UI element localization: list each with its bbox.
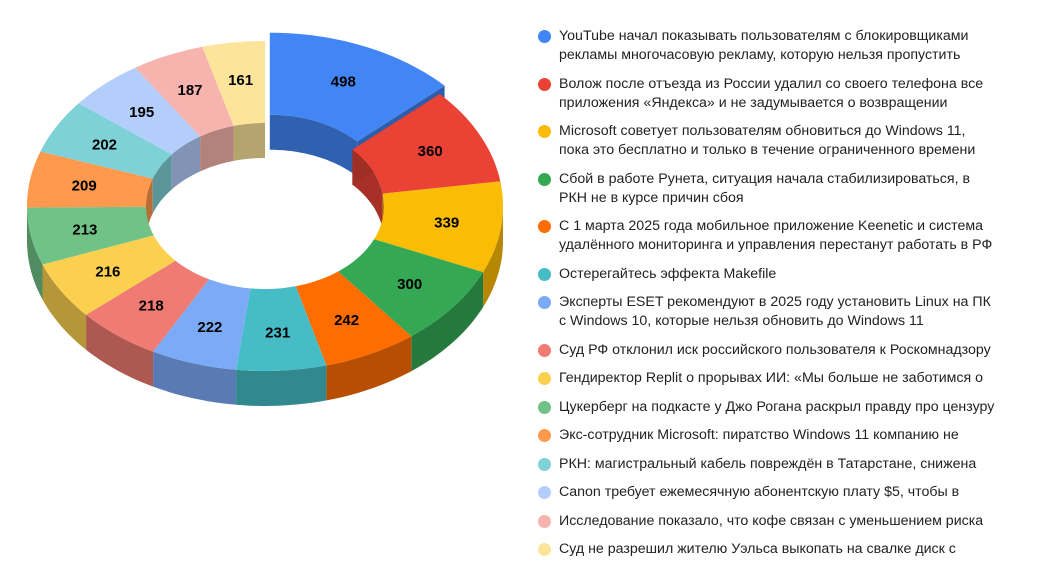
legend-label: Суд РФ отклонил иск российского пользова… [559,341,991,358]
legend-dot-icon [538,486,551,499]
legend-item[interactable]: Цукерберг на подкасте у Джо Рогана раскр… [537,398,1047,417]
legend-label: Эксперты ESET рекомендуют в 2025 году ус… [559,294,991,329]
donut-chart-svg: 498 360 339 300 242 231 222 218 216 213 209 202 195 1… [27,32,503,406]
legend-dot-icon [538,296,551,309]
legend-item[interactable]: Эксперты ESET рекомендуют в 2025 году ус… [537,293,1047,331]
legend-label: Исследование показало, что кофе связан с… [559,512,984,529]
legend-dot-icon [538,172,551,186]
slice-value-label: 195 [129,104,154,121]
legend-item[interactable]: YouTube начал показывать пользователям с… [537,27,1047,65]
inner-wall [152,154,172,214]
slice-value-label: 202 [92,137,117,154]
legend-label: Остерегайтесь эффекта Makefile [559,265,777,282]
legend-dot-icon [538,514,551,528]
outer-wall [42,264,87,350]
slice-value-label: 300 [397,276,422,293]
legend-item[interactable]: Экс-сотрудник Microsoft: пиратство Windo… [537,426,1047,445]
legend-item[interactable]: Canon требует ежемесячную абонентскую пл… [537,483,1047,502]
slice-value-label: 218 [139,298,164,315]
outer-wall [326,336,412,401]
slice-top [27,206,154,265]
legend-item[interactable]: Исследование показало, что кофе связан с… [537,512,1047,531]
slice-top [86,260,209,352]
legend-item[interactable]: Сбой в работе Рунета, ситуация начала ст… [537,170,1047,208]
slice-value-label: 187 [177,82,202,99]
slice-top [135,46,234,137]
slice-top [236,286,327,371]
slice-top [78,67,201,155]
slice-top [202,41,265,126]
slice-value-label: 242 [334,312,359,329]
legend-label: Canon требует ежемесячную абонентскую пл… [559,484,960,500]
slice-top [374,181,503,273]
legend-dot-icon [538,543,551,556]
legend-dot-icon [538,220,551,233]
inner-wall [171,136,201,190]
slice-value-label: 213 [72,222,97,239]
slice-top [27,151,153,208]
legend-label: РКН: магистральный кабель повреждён в Та… [559,455,977,472]
slice-value-label: 222 [197,319,222,336]
legend-item[interactable]: РКН: магистральный кабель повреждён в Та… [537,455,1047,474]
outer-wall [411,272,484,372]
legend-label: Волож после отъезда из России удалил со … [559,75,984,111]
outer-wall [483,206,503,308]
legend-label: Microsoft советует пользователям обновит… [559,123,976,158]
legend-item[interactable]: Остерегайтесь эффекта Makefile [537,265,1047,284]
slice-value-label: 216 [95,264,120,281]
legend-label: Суд не разрешил жителю Уэльса выкопать н… [559,541,956,557]
slice-value-label: 339 [434,215,459,232]
legend-label: Сбой в работе Рунета, ситуация начала ст… [559,170,970,206]
slice-top [153,279,251,370]
slice-value-label: 231 [265,325,290,342]
legend-item[interactable]: С 1 марта 2025 года мобильное приложение… [537,217,1047,255]
legend-dot-icon [538,30,551,43]
inner-wall [233,123,265,161]
slice-value-label: 209 [72,177,97,194]
legend-dot-icon [538,267,551,281]
slice-value-label: 161 [228,72,253,89]
legend-dot-icon [538,343,551,357]
outer-wall [153,351,237,405]
slice-top [352,94,501,194]
slice-top [295,271,412,366]
slice-top [42,235,176,315]
legend-label: Цукерберг на подкасте у Джо Рогана раскр… [559,398,995,415]
outer-wall [236,365,327,406]
donut-chart: 498 360 339 300 242 231 222 218 216 213 209 202 195 1… [0,0,530,562]
legend-dot-icon [538,457,551,471]
legend-item[interactable]: Microsoft советует пользователям обновит… [537,122,1047,160]
chart-legend: YouTube начал показывать пользователям с… [537,27,1047,569]
inner-wall [200,125,234,172]
legend-label: Гендиректор Replit о прорывах ИИ: «Мы бо… [559,370,984,386]
slice-top [269,32,445,142]
legend-item[interactable]: Волож после отъезда из России удалил со … [537,75,1047,113]
legend-item[interactable]: Суд РФ отклонил иск российского пользова… [537,341,1047,360]
legend-dot-icon [538,125,551,138]
slice-value-label: 360 [418,143,443,160]
legend-label: YouTube начал показывать пользователям с… [559,28,969,63]
slice-top [40,103,172,179]
outer-wall [86,314,154,387]
legend-dot-icon [538,77,551,91]
slice-value-label: 498 [331,73,356,90]
legend-dot-icon [538,372,551,385]
legend-item[interactable]: Гендиректор Replit о прорывах ИИ: «Мы бо… [537,369,1047,388]
legend-dot-icon [538,429,551,442]
legend-label: С 1 марта 2025 года мобильное приложение… [559,218,993,253]
legend-label: Экс-сотрудник Microsoft: пиратство Windo… [559,427,959,443]
inner-wall [269,114,358,177]
outer-wall [27,207,43,300]
legend-dot-icon [538,400,551,414]
slice-top [338,239,484,337]
legend-item[interactable]: Суд не разрешил жителю Уэльса выкопать н… [537,540,1047,559]
